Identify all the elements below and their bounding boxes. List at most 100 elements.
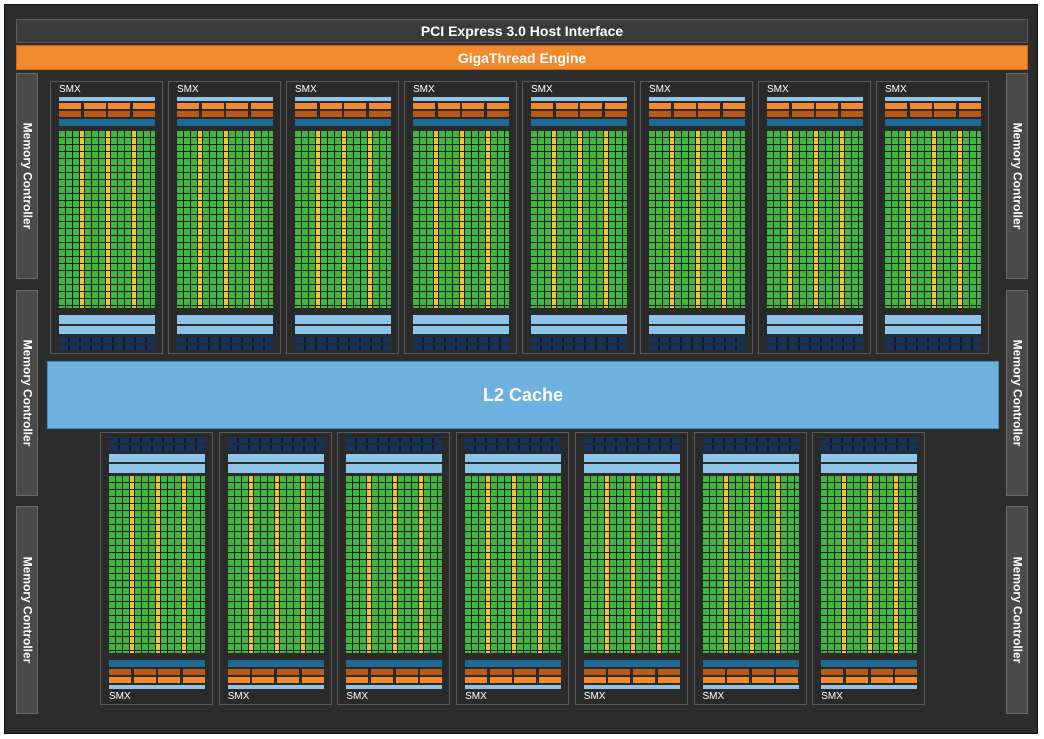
smx-label: SMX — [465, 691, 487, 702]
texture-units — [109, 445, 205, 451]
instruction-cache — [177, 97, 273, 101]
smx-label: SMX — [702, 691, 725, 702]
texture-cache — [59, 326, 155, 334]
texture-units — [177, 337, 273, 343]
shared-memory — [413, 315, 509, 324]
texture-units — [583, 445, 680, 451]
texture-units — [59, 337, 155, 343]
cuda-core-array — [109, 476, 205, 653]
texture-cache — [413, 326, 509, 334]
instruction-cache — [227, 685, 324, 689]
instruction-cache — [583, 685, 680, 689]
warp-scheduler-row — [649, 103, 745, 109]
texture-units — [346, 445, 443, 451]
register-file — [295, 119, 391, 126]
shared-memory — [583, 464, 680, 473]
instruction-cache — [649, 97, 745, 101]
warp-scheduler-row — [295, 103, 391, 109]
dispatch-unit-row — [177, 111, 273, 117]
memory-controller-label: Memory Controller — [1010, 556, 1024, 664]
register-file — [531, 119, 627, 126]
shared-memory — [346, 464, 443, 473]
instruction-cache — [346, 685, 443, 689]
smx-block: SMX — [337, 432, 451, 705]
warp-scheduler-row — [413, 103, 509, 109]
register-file — [465, 660, 562, 667]
warp-scheduler-row — [227, 677, 324, 683]
texture-units — [821, 438, 918, 443]
register-file — [885, 119, 981, 126]
texture-cache — [767, 326, 863, 334]
smx-label: SMX — [531, 84, 553, 95]
shared-memory — [649, 315, 745, 324]
smx-label: SMX — [59, 84, 81, 95]
dispatch-unit-row — [767, 111, 863, 117]
texture-units — [295, 345, 391, 350]
shared-memory — [465, 464, 562, 473]
cuda-core-array — [227, 476, 324, 653]
instruction-cache — [885, 97, 981, 101]
texture-units — [413, 345, 509, 350]
gpu-block-diagram: PCI Express 3.0 Host Interface GigaThrea… — [4, 4, 1038, 734]
dispatch-unit-row — [885, 111, 981, 117]
gigathread-engine: GigaThread Engine — [16, 45, 1028, 70]
shared-memory — [295, 315, 391, 324]
smx-label: SMX — [767, 84, 789, 95]
texture-cache — [295, 326, 391, 334]
smx-block: SMX — [456, 432, 570, 705]
register-file — [109, 660, 205, 667]
cuda-core-array — [821, 476, 918, 653]
instruction-cache — [702, 685, 799, 689]
texture-units — [767, 337, 863, 343]
register-file — [649, 119, 745, 126]
dispatch-unit-row — [109, 669, 205, 675]
instruction-cache — [109, 685, 205, 689]
pcie-host-interface: PCI Express 3.0 Host Interface — [16, 19, 1028, 43]
texture-units — [885, 337, 981, 343]
texture-units — [702, 438, 799, 443]
instruction-cache — [295, 97, 391, 101]
texture-units — [649, 337, 745, 343]
dispatch-unit-row — [413, 111, 509, 117]
texture-cache — [821, 454, 918, 462]
cuda-core-array — [583, 476, 680, 653]
texture-units — [885, 345, 981, 350]
texture-units — [413, 337, 509, 343]
l2-cache: L2 Cache — [47, 361, 999, 429]
shared-memory — [702, 464, 799, 473]
cuda-core-array — [649, 131, 745, 308]
dispatch-unit-row — [702, 669, 799, 675]
dispatch-unit-row — [227, 669, 324, 675]
texture-units — [583, 438, 680, 443]
smx-label: SMX — [177, 84, 199, 95]
register-file — [702, 660, 799, 667]
instruction-cache — [821, 685, 918, 689]
cuda-core-array — [531, 131, 627, 308]
texture-cache — [109, 454, 205, 462]
register-file — [177, 119, 273, 126]
smx-label: SMX — [885, 84, 907, 95]
smx-label: SMX — [821, 691, 843, 702]
smx-label: SMX — [109, 691, 131, 702]
texture-units — [465, 438, 562, 443]
texture-units — [295, 337, 391, 343]
shared-memory — [767, 315, 863, 324]
warp-scheduler-row — [465, 677, 562, 683]
cuda-core-array — [295, 131, 391, 308]
smx-block: SMX — [812, 432, 926, 705]
smx-block: SMX — [286, 81, 399, 354]
texture-units — [821, 445, 918, 451]
smx-label: SMX — [413, 84, 435, 95]
dispatch-unit-row — [346, 669, 443, 675]
smx-block: SMX — [758, 81, 871, 354]
texture-cache — [227, 454, 324, 462]
shared-memory — [885, 315, 981, 324]
cuda-core-array — [177, 131, 273, 308]
smx-label: SMX — [227, 691, 250, 702]
cuda-core-array — [702, 476, 799, 653]
smx-block: SMX — [218, 432, 332, 705]
smx-label: SMX — [649, 84, 671, 95]
texture-units — [59, 345, 155, 350]
memory-controller-right-2: Memory Controller — [1006, 290, 1028, 496]
register-file — [59, 119, 155, 126]
